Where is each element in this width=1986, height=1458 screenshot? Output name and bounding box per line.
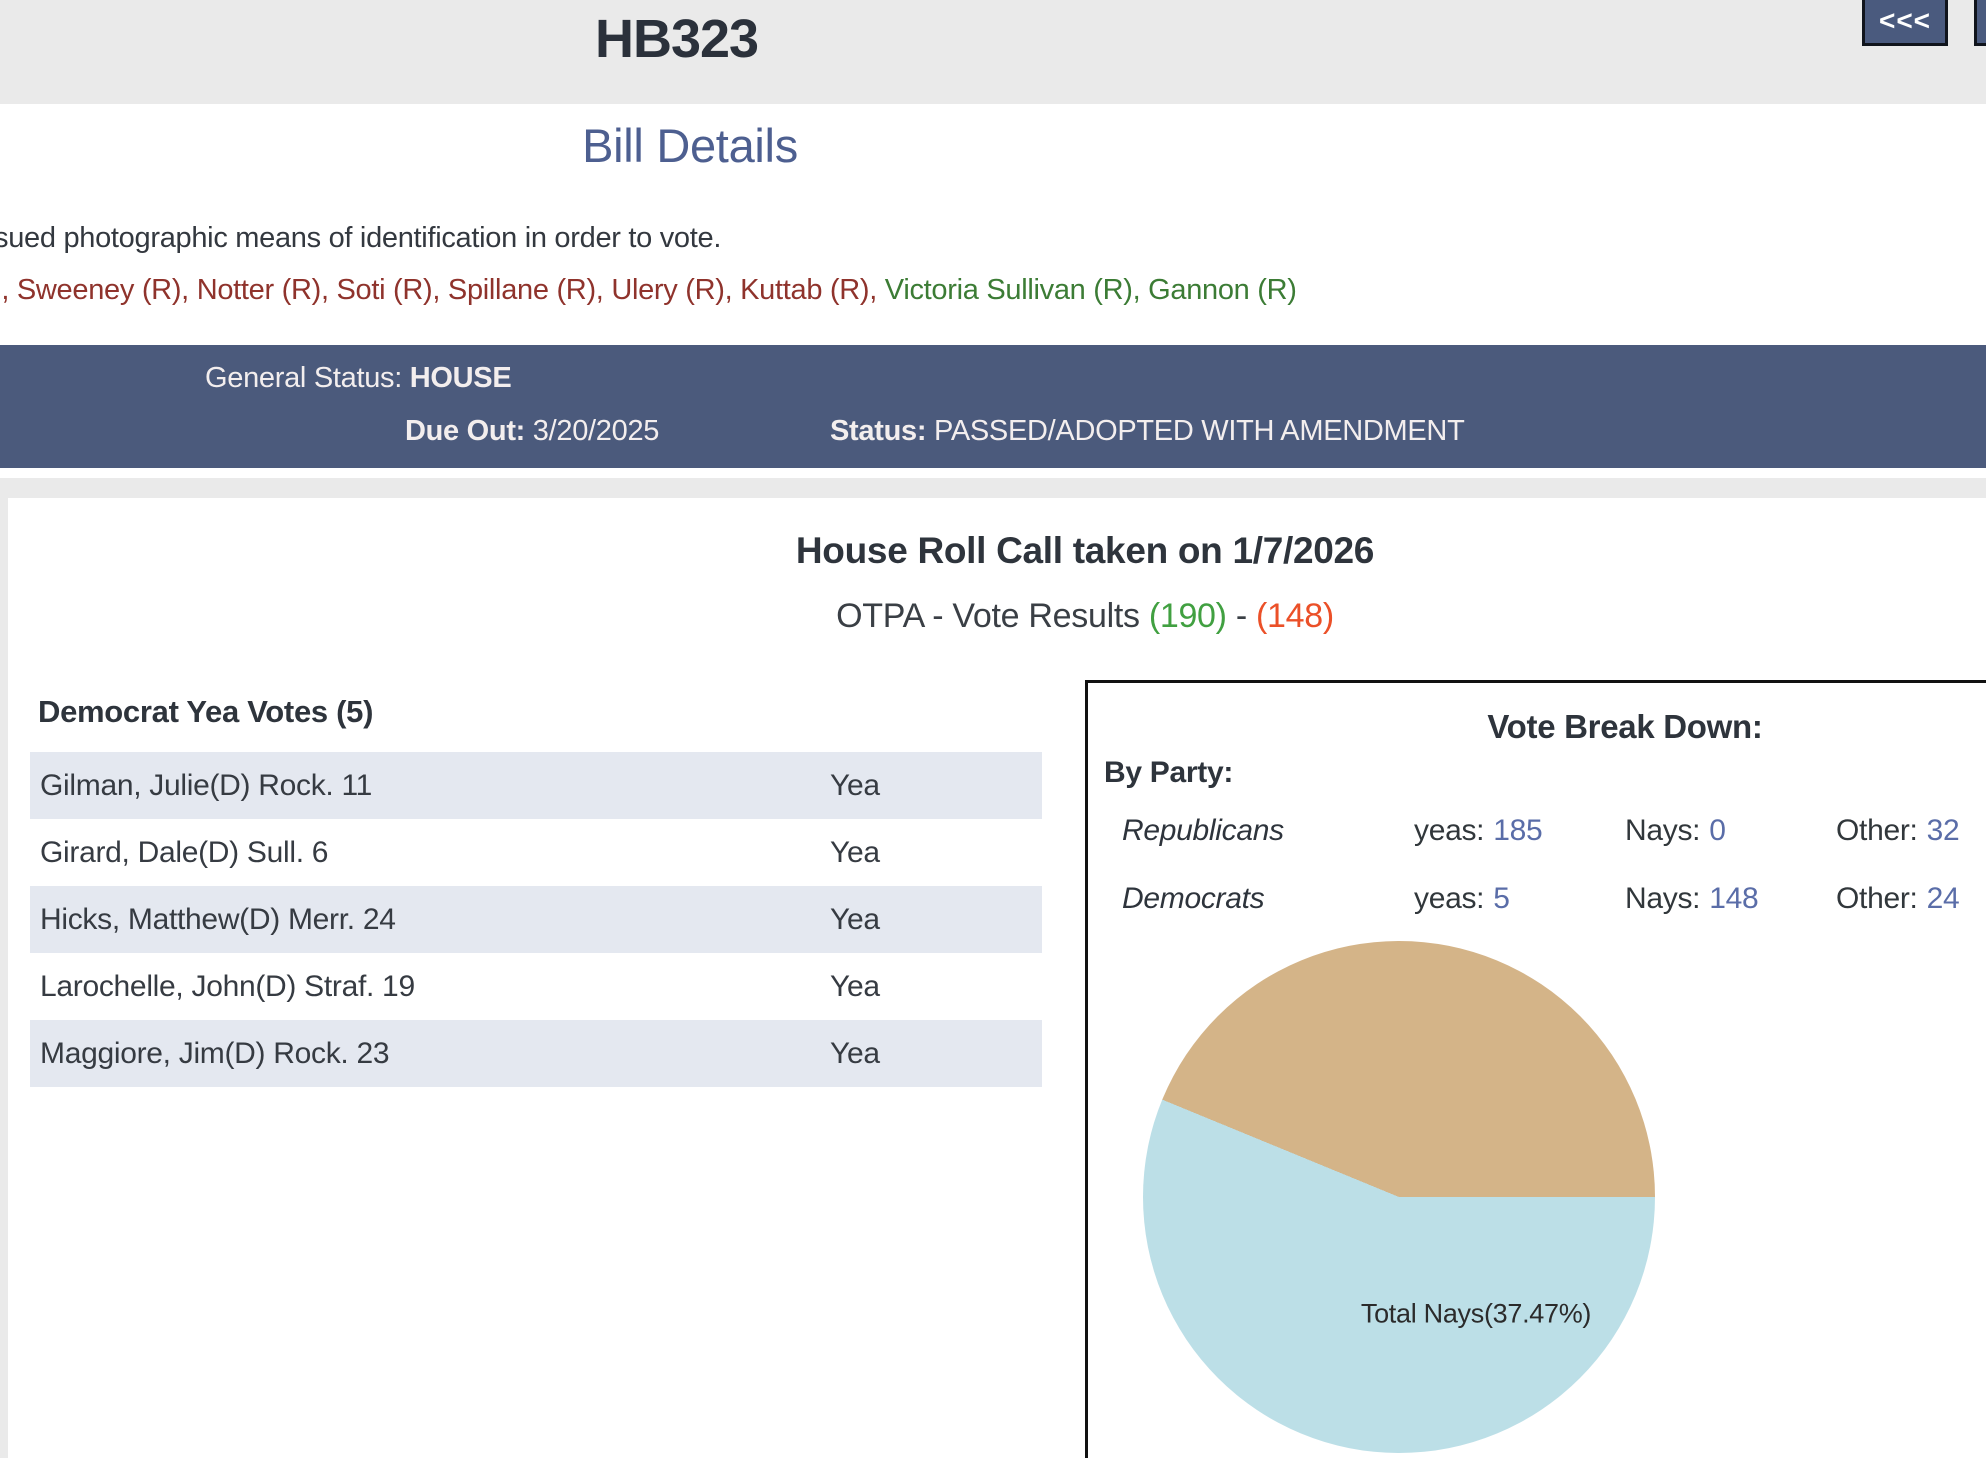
nays-count: 0 [1709,814,1726,847]
bill-status-label: Status: [830,415,927,447]
edge-button-partial[interactable] [1974,0,1986,46]
rollcall-motion: OTPA - Vote Results [836,597,1149,635]
page-left-margin [0,498,8,1458]
rollcall-heading: House Roll Call taken on 1/7/2026 [795,530,1375,571]
general-status-value: HOUSE [409,362,512,394]
status-bar: General Status: HOUSE Due Out: 3/20/2025… [0,345,1986,468]
table-row: Larochelle, John(D) Straf. 19 Yea [30,953,1042,1020]
legislator-name: Hicks, Matthew(D) Merr. 24 [40,903,396,936]
general-status-label: General Status: [205,362,410,394]
party-row-democrats: Democrats yeas: 5 Nays: 148 Other: 24 [1088,882,1986,922]
democrat-yea-table: Gilman, Julie(D) Rock. 11 Yea Girard, Da… [30,752,1042,1087]
yeas-cell: yeas: 5 [1414,882,1510,916]
table-row: Hicks, Matthew(D) Merr. 24 Yea [30,886,1042,953]
top-band: HB323 <<< [0,0,1986,104]
due-out: Due Out: 3/20/2025 [405,415,659,448]
legislator-name: Maggiore, Jim(D) Rock. 23 [40,1037,390,1070]
legislator-name: Gilman, Julie(D) Rock. 11 [40,769,373,802]
sponsor-links-republican[interactable]: ), Sweeney (R), Notter (R), Soti (R), Sp… [0,274,885,306]
vote-value: Yea [830,970,880,1003]
other-label: Other: [1836,882,1918,915]
vote-value: Yea [830,769,880,802]
pie-label-nays: Total Nays(37.47%) [1360,1298,1592,1329]
nays-label: Nays: [1625,882,1701,915]
general-status: General Status: HOUSE [205,362,512,395]
sponsor-links-green[interactable]: Victoria Sullivan (R), Gannon (R) [884,274,1297,306]
other-count: 32 [1926,814,1960,847]
due-out-value: 3/20/2025 [525,415,660,447]
other-count: 24 [1926,882,1960,915]
other-cell: Other: 24 [1836,882,1960,916]
vote-table-title: Democrat Yea Votes (5) [38,694,374,729]
other-cell: Other: 32 [1836,814,1960,848]
nays-cell: Nays: 0 [1625,814,1726,848]
vote-pie-chart: Total Nays(37.47%) Total Yeas(48.10%) [1143,941,1655,1453]
due-out-label: Due Out: [405,415,526,447]
legislator-name: Girard, Dale(D) Sull. 6 [40,836,329,869]
back-button[interactable]: <<< [1862,0,1948,46]
bill-status-value: PASSED/ADOPTED WITH AMENDMENT [926,415,1465,447]
yeas-label: yeas: [1414,814,1485,847]
legislator-name: Larochelle, John(D) Straf. 19 [40,970,415,1003]
vote-value: Yea [830,903,880,936]
other-label: Other: [1836,814,1918,847]
table-row: Girard, Dale(D) Sull. 6 Yea [30,819,1042,886]
divider-strip [0,478,1986,498]
nay-total: (148) [1256,597,1334,635]
party-name: Republicans [1122,814,1284,847]
result-separator: - [1226,597,1257,635]
bill-status: Status: PASSED/ADOPTED WITH AMENDMENT [830,415,1465,448]
yea-total: (190) [1148,597,1227,635]
by-party-label: By Party: [1104,756,1234,789]
rollcall-results: OTPA - Vote Results (190) - (148) [180,597,1986,636]
yeas-count: 185 [1493,814,1543,847]
vote-value: Yea [830,1037,880,1070]
bill-number-title: HB323 [595,9,759,69]
table-row: Gilman, Julie(D) Rock. 11 Yea [30,752,1042,819]
vote-breakdown-panel: Vote Break Down: By Party: Republicans y… [1085,680,1986,1458]
party-row-republicans: Republicans yeas: 185 Nays: 0 Other: 32 [1088,814,1986,854]
nays-label: Nays: [1625,814,1701,847]
bill-description: sued photographic means of identificatio… [0,222,722,254]
yeas-cell: yeas: 185 [1414,814,1543,848]
nays-cell: Nays: 148 [1625,882,1759,916]
yeas-count: 5 [1493,882,1510,915]
party-name: Democrats [1122,882,1265,915]
page-title: Bill Details [582,119,798,172]
nays-count: 148 [1709,882,1759,915]
table-row: Maggiore, Jim(D) Rock. 23 Yea [30,1020,1042,1087]
yeas-label: yeas: [1414,882,1485,915]
breakdown-title: Vote Break Down: [1487,708,1763,745]
vote-value: Yea [830,836,880,869]
sponsor-list: ), Sweeney (R), Notter (R), Soti (R), Sp… [0,274,1297,307]
